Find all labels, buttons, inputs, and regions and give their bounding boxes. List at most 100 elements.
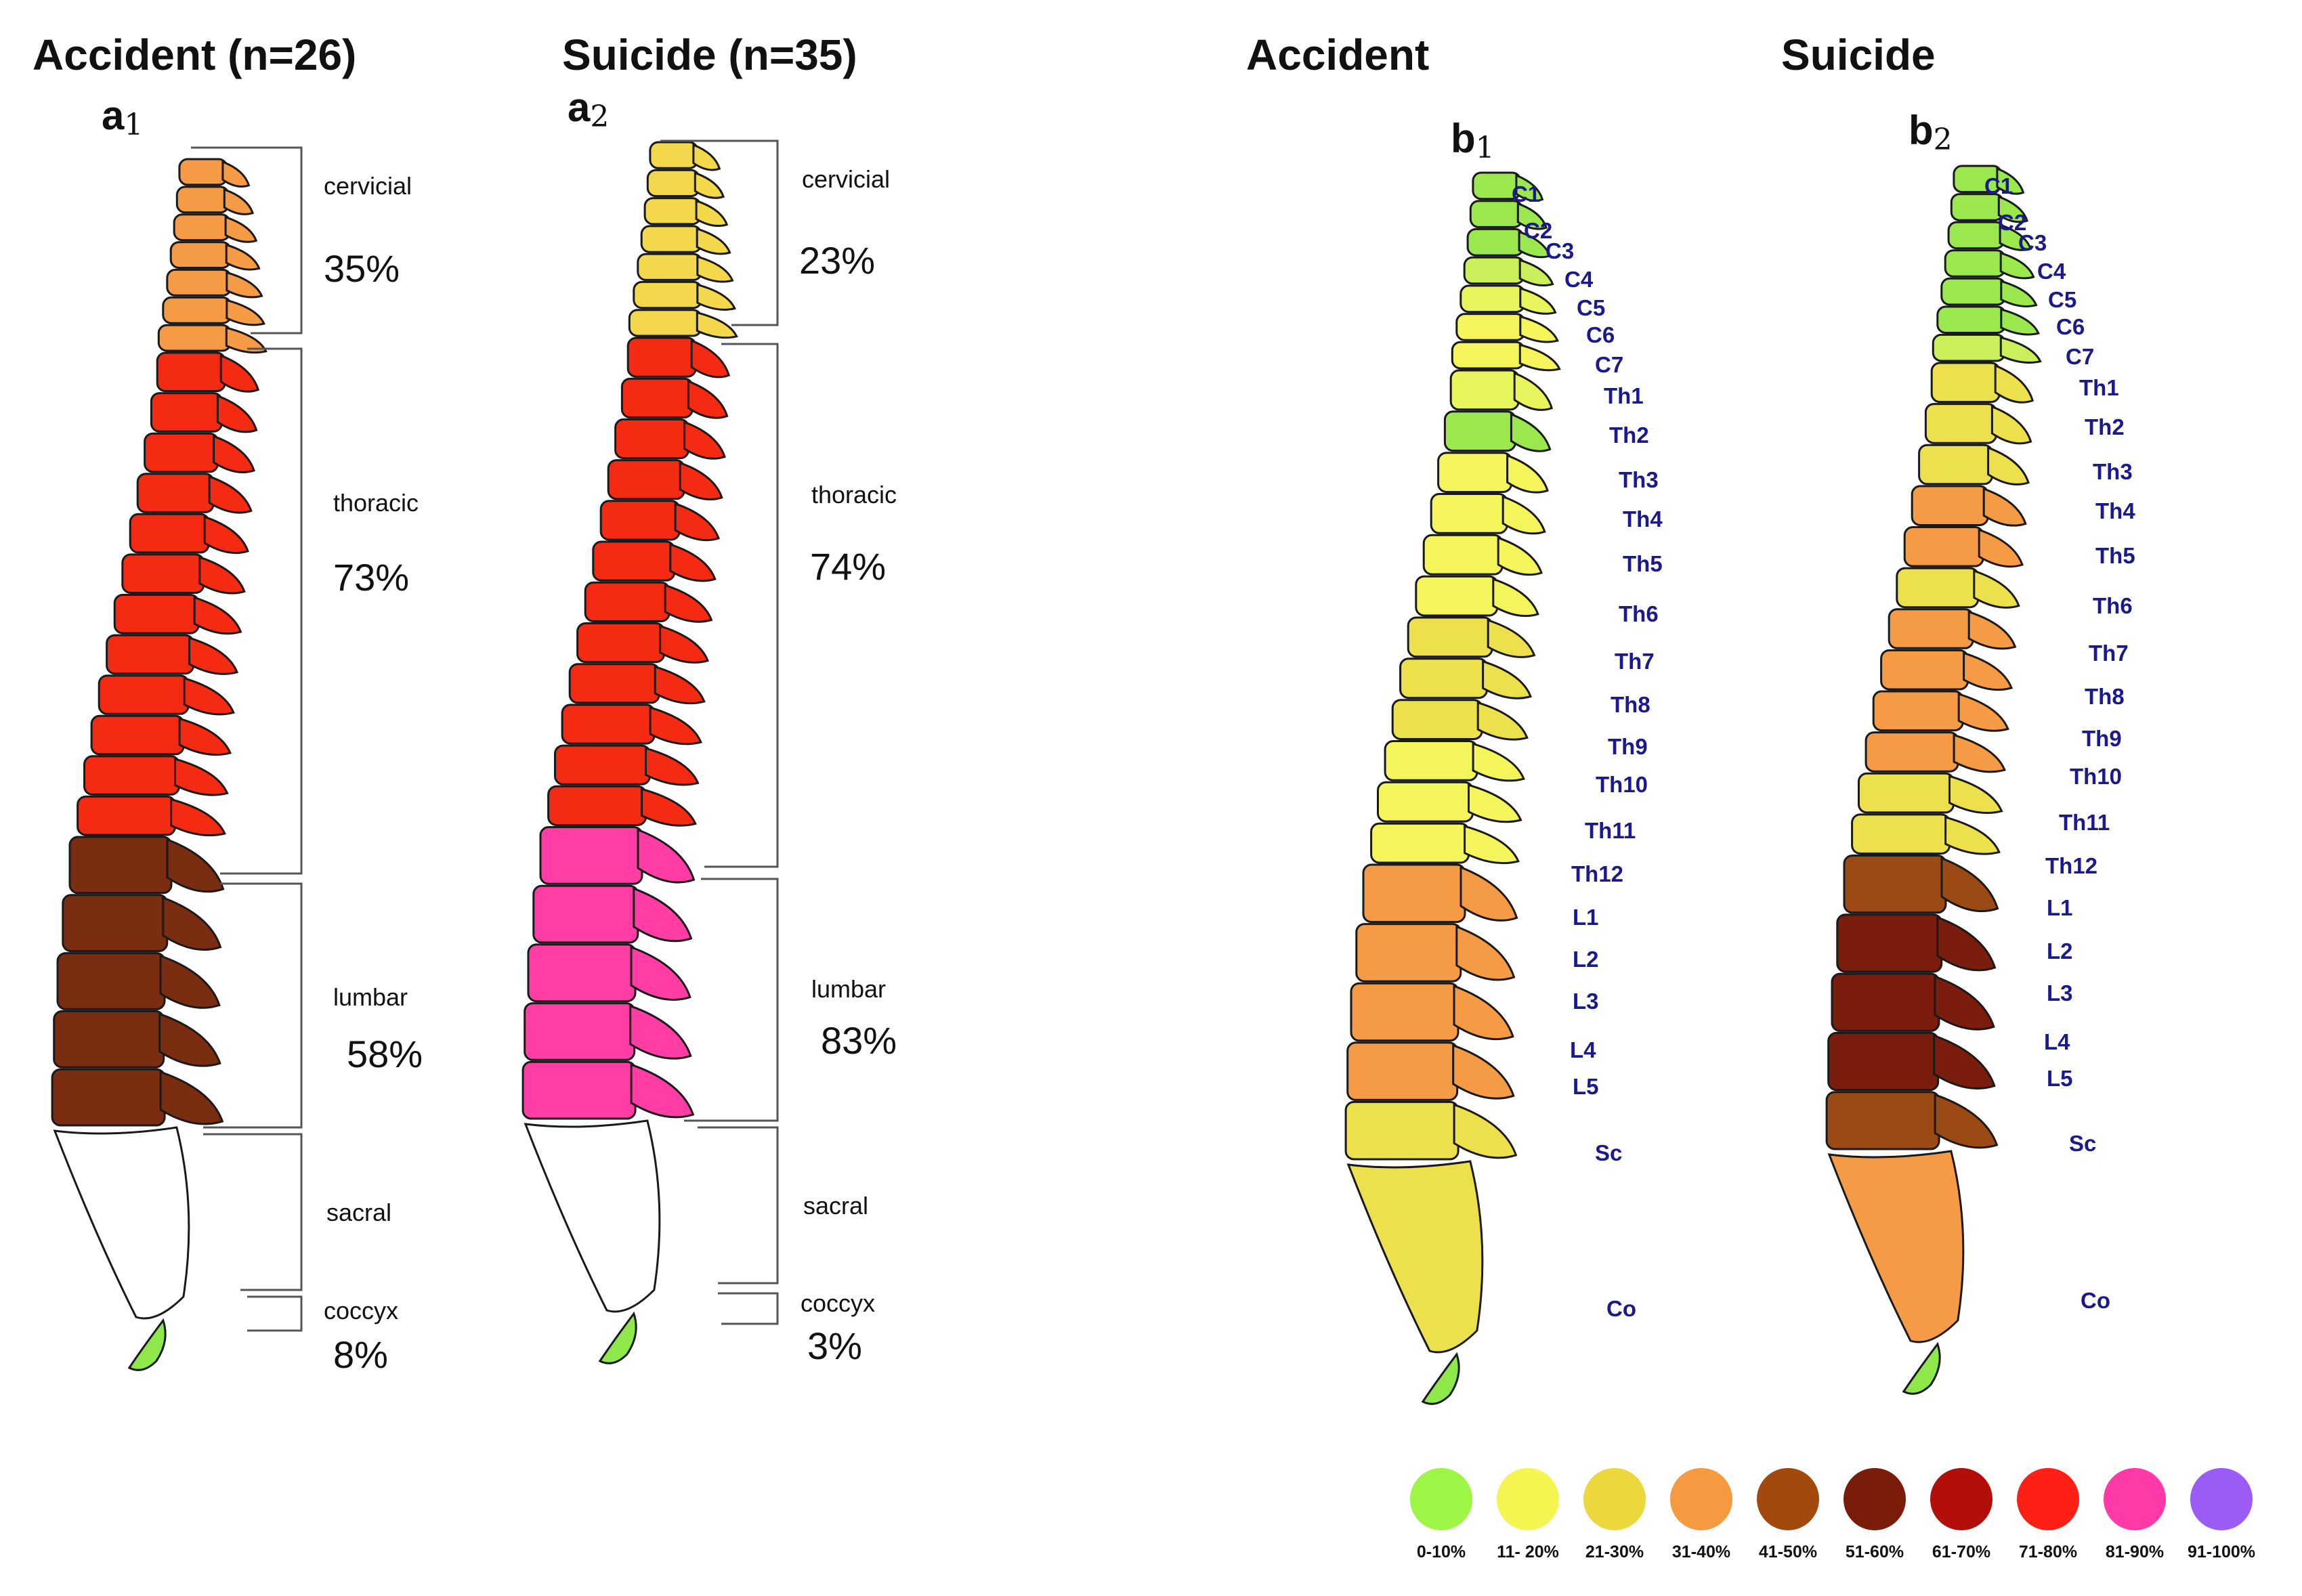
b1-label-th3: Th3 (1619, 467, 1659, 492)
legend-label-2: 11- 20% (1497, 1543, 1559, 1561)
a2-vertebra-1 (649, 141, 699, 169)
b2-process-24 (1934, 1093, 1999, 1149)
b2-vertebra-13 (1896, 567, 1980, 609)
b2-process-22 (1934, 974, 1995, 1031)
a2-process-6 (696, 283, 736, 311)
a1-sacrum (53, 1126, 190, 1320)
a1-vertebra-16 (98, 674, 190, 715)
a2-region-cervical: cervicial (802, 165, 891, 193)
a2-value-coccyx: 3% (807, 1324, 862, 1367)
b1-process-19 (1464, 825, 1520, 865)
a2-vertebra-17 (561, 704, 656, 745)
a1-vertebra-4 (169, 241, 232, 269)
a2-vertebra-12 (599, 500, 681, 541)
a2-vertebra-16 (568, 663, 660, 704)
a2-sacrum (524, 1119, 661, 1313)
b1-process-4 (1518, 259, 1554, 286)
a1-vertebra-5 (166, 268, 232, 297)
a1-vertebra-12 (129, 513, 210, 554)
a1-process-15 (188, 637, 239, 675)
b2-label-th8: Th8 (2085, 684, 2125, 709)
b2-process-10 (1987, 446, 2030, 486)
b2-vertebra-15 (1880, 649, 1969, 691)
a1-region-coccyx: coccyx (324, 1297, 399, 1324)
b2-process-3 (1999, 223, 2032, 251)
a1-vertebra-3 (173, 213, 231, 242)
a1-process-18 (174, 757, 229, 796)
a2-process-9 (687, 380, 729, 419)
spine-b2 (1825, 165, 2042, 1395)
b1-vertebra-3 (1466, 228, 1525, 257)
a2-process-12 (674, 502, 720, 542)
b1-label-th10: Th10 (1596, 772, 1648, 797)
b2-process-20 (1940, 857, 1999, 913)
title-b1: Accident (1246, 30, 1430, 79)
a1-region-lumbar: lumbar (333, 983, 408, 1011)
b2-process-7 (1999, 336, 2042, 364)
b1-vertebra-20 (1362, 863, 1466, 924)
title-a2: Suicide (n=35) (562, 30, 857, 79)
a1-process-1 (221, 160, 251, 188)
b2-vertebra-17 (1864, 731, 1959, 773)
b1-vertebra-6 (1455, 313, 1526, 341)
a1-process-4 (225, 243, 261, 271)
b1-process-16 (1476, 701, 1529, 741)
b1-vertebra-14 (1407, 616, 1493, 658)
a1-value-coccyx: 8% (333, 1333, 388, 1376)
a1-process-21 (162, 896, 222, 951)
a1-process-17 (178, 717, 232, 756)
b2-process-5 (2000, 280, 2038, 307)
b1-label-th5: Th5 (1623, 551, 1663, 576)
b2-label-th7: Th7 (2089, 641, 2129, 666)
legend-label-1: 0-10% (1416, 1543, 1466, 1561)
panel-letter-b2: b2 (1909, 108, 1953, 157)
b1-label-l4: L4 (1570, 1037, 1596, 1062)
a1-vertebra-9 (150, 392, 223, 433)
b1-process-22 (1453, 985, 1514, 1041)
a2-value-cervical: 23% (799, 239, 876, 282)
legend-swatch-5 (1757, 1468, 1819, 1530)
a1-process-22 (159, 954, 221, 1009)
a1-vertebra-17 (90, 714, 185, 756)
a2-value-lumbar: 83% (821, 1019, 897, 1062)
b2-vertebra-24 (1825, 1091, 1940, 1150)
a2-vertebra-10 (614, 418, 690, 460)
a1-process-10 (213, 435, 255, 473)
b2-label-c7: C7 (2066, 344, 2095, 369)
b1-label-th2: Th2 (1609, 423, 1649, 448)
b2-label-l5: L5 (2047, 1066, 2073, 1091)
legend-swatch-10 (2190, 1468, 2253, 1530)
a2-vertebra-21 (532, 884, 639, 944)
a1-coccyx (127, 1318, 167, 1371)
a1-vertebra-20 (68, 836, 173, 894)
b1-process-7 (1518, 343, 1561, 372)
a2-vertebra-13 (592, 540, 676, 582)
b2-label-c4: C4 (2037, 259, 2066, 284)
spine-a2 (521, 141, 738, 1364)
a1-vertebra-21 (62, 894, 169, 953)
b2-label-th12: Th12 (2045, 853, 2098, 878)
a2-vertebra-4 (640, 225, 702, 253)
a2-vertebra-23 (524, 1002, 636, 1061)
b1-label-sc: Sc (1595, 1140, 1623, 1165)
a2-vertebra-7 (628, 309, 702, 337)
a2-process-1 (692, 143, 721, 171)
a2-process-3 (695, 199, 729, 228)
region-brackets (191, 139, 779, 1332)
b1-process-3 (1518, 230, 1552, 259)
b2-process-12 (1978, 528, 2024, 568)
a1-vertebra-13 (121, 553, 205, 595)
b1-label-th6: Th6 (1619, 601, 1659, 626)
b2-label-c5: C5 (2048, 287, 2077, 312)
a2-vertebra-18 (554, 744, 651, 785)
legend-label-4: 31-40% (1671, 1543, 1731, 1561)
b2-process-15 (1963, 651, 2013, 691)
b1-vertebra-19 (1370, 822, 1470, 864)
b1-coccyx (1421, 1352, 1460, 1405)
a2-process-22 (630, 945, 691, 1001)
b2-vertebra-11 (1911, 485, 1989, 527)
a1-vertebra-18 (83, 755, 180, 796)
b1-process-23 (1452, 1043, 1515, 1100)
b2-process-14 (1967, 610, 2017, 650)
b2-process-8 (1994, 364, 2034, 404)
